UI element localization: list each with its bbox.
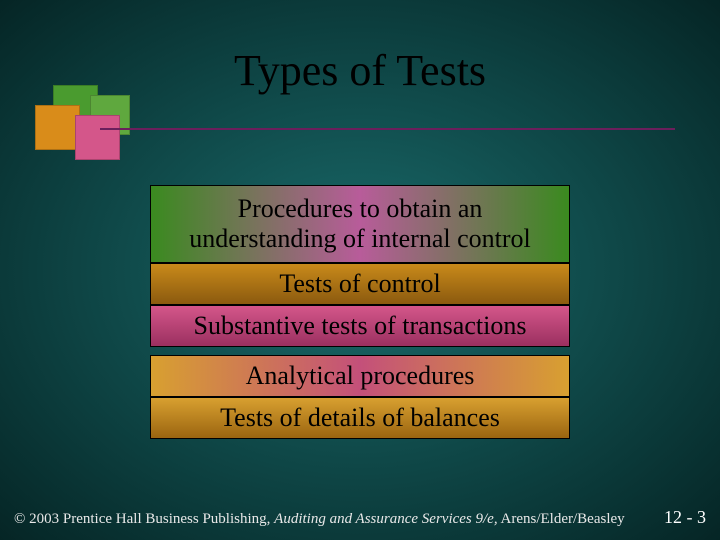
box-label: Analytical procedures xyxy=(246,361,475,391)
test-types-list: Procedures to obtain an understanding of… xyxy=(150,185,570,439)
page-number: 12 - 3 xyxy=(664,507,706,528)
box-tests-of-control: Tests of control xyxy=(150,263,570,305)
slide-title: Types of Tests xyxy=(0,45,720,96)
box-label: Tests of details of balances xyxy=(220,403,500,433)
authors: Arens/Elder/Beasley xyxy=(498,511,625,527)
box-tests-of-details: Tests of details of balances xyxy=(150,397,570,439)
box-label: Substantive tests of transactions xyxy=(194,311,527,341)
title-underline xyxy=(100,128,675,130)
footer: © 2003 Prentice Hall Business Publishing… xyxy=(0,507,720,528)
book-title: Auditing and Assurance Services 9/e, xyxy=(274,511,497,527)
box-procedures: Procedures to obtain an understanding of… xyxy=(150,185,570,263)
box-label: Procedures to obtain an understanding of… xyxy=(161,194,559,254)
box-label: Tests of control xyxy=(279,269,440,299)
square-orange-icon xyxy=(35,105,80,150)
copyright-prefix: © 2003 Prentice Hall Business Publishing… xyxy=(14,511,274,527)
box-analytical-procedures: Analytical procedures xyxy=(150,355,570,397)
footer-copyright: © 2003 Prentice Hall Business Publishing… xyxy=(14,511,625,528)
box-substantive-tests: Substantive tests of transactions xyxy=(150,305,570,347)
square-pink-icon xyxy=(75,115,120,160)
